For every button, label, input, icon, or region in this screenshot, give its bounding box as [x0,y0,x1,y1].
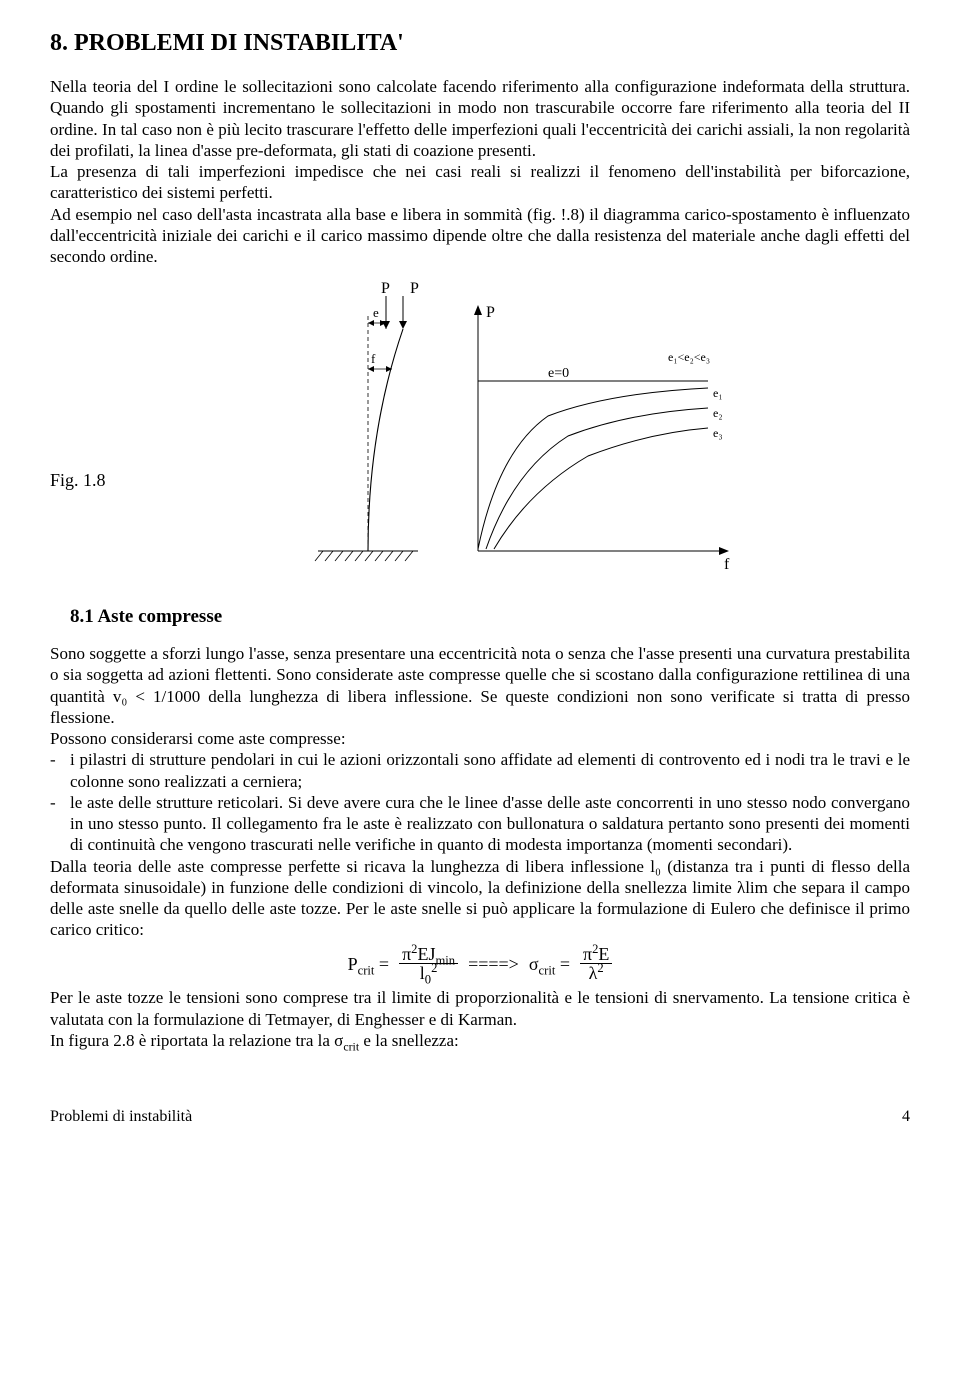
euler-formula: Pcrit = π2EJmin l02 ====> σcrit = π2E λ2 [50,945,910,984]
figure-caption: Fig. 1.8 [50,469,106,492]
compressed-members-list: i pilastri di strutture pendolari in cui… [50,749,910,855]
footer-title: Problemi di instabilità [50,1107,192,1127]
subsection-title: 8.1 Aste compresse [70,605,910,629]
label-e2: e₂ [713,406,723,420]
label-e1: e₁ [713,386,723,400]
label-P-axis: P [486,304,495,321]
figure-svg-container: P P e f P f e=0 [106,281,910,581]
label-e: e [373,305,379,320]
footer-page-number: 4 [902,1107,910,1127]
list-item-2: le aste delle strutture reticolari. Si d… [50,792,910,856]
page-footer: Problemi di instabilità 4 [50,1107,910,1127]
list-item-1: i pilastri di strutture pendolari in cui… [50,749,910,792]
buckling-diagram: P P e f P f e=0 [268,281,748,581]
s1-paragraph-2: Dalla teoria delle aste compresse perfet… [50,856,910,941]
formula-implies: ====> [468,953,519,976]
s1-paragraph-1: Sono soggette a sforzi lungo l'asse, sen… [50,643,910,728]
label-e0: e=0 [548,366,569,381]
intro-paragraph-2: La presenza di tali imperfezioni impedis… [50,161,910,204]
label-P2: P [410,281,419,297]
intro-paragraph-1: Nella teoria del I ordine le sollecitazi… [50,76,910,161]
label-f-axis: f [724,556,730,573]
label-P1: P [381,281,390,297]
s1-paragraph-3: Per le aste tozze le tensioni sono compr… [50,987,910,1030]
s1-paragraph-4: In figura 2.8 è riportata la relazione t… [50,1030,910,1051]
label-f-dim: f [371,351,376,366]
label-cond: e₁<e₂<e₃ [668,350,710,364]
s1-intro-line: Possono considerarsi come aste compresse… [50,728,910,749]
figure-1-8: Fig. 1.8 [50,281,910,581]
intro-paragraph-3: Ad esempio nel caso dell'asta incastrata… [50,204,910,268]
label-e3: e₃ [713,426,723,440]
page-title: 8. PROBLEMI DI INSTABILITA' [50,28,910,58]
